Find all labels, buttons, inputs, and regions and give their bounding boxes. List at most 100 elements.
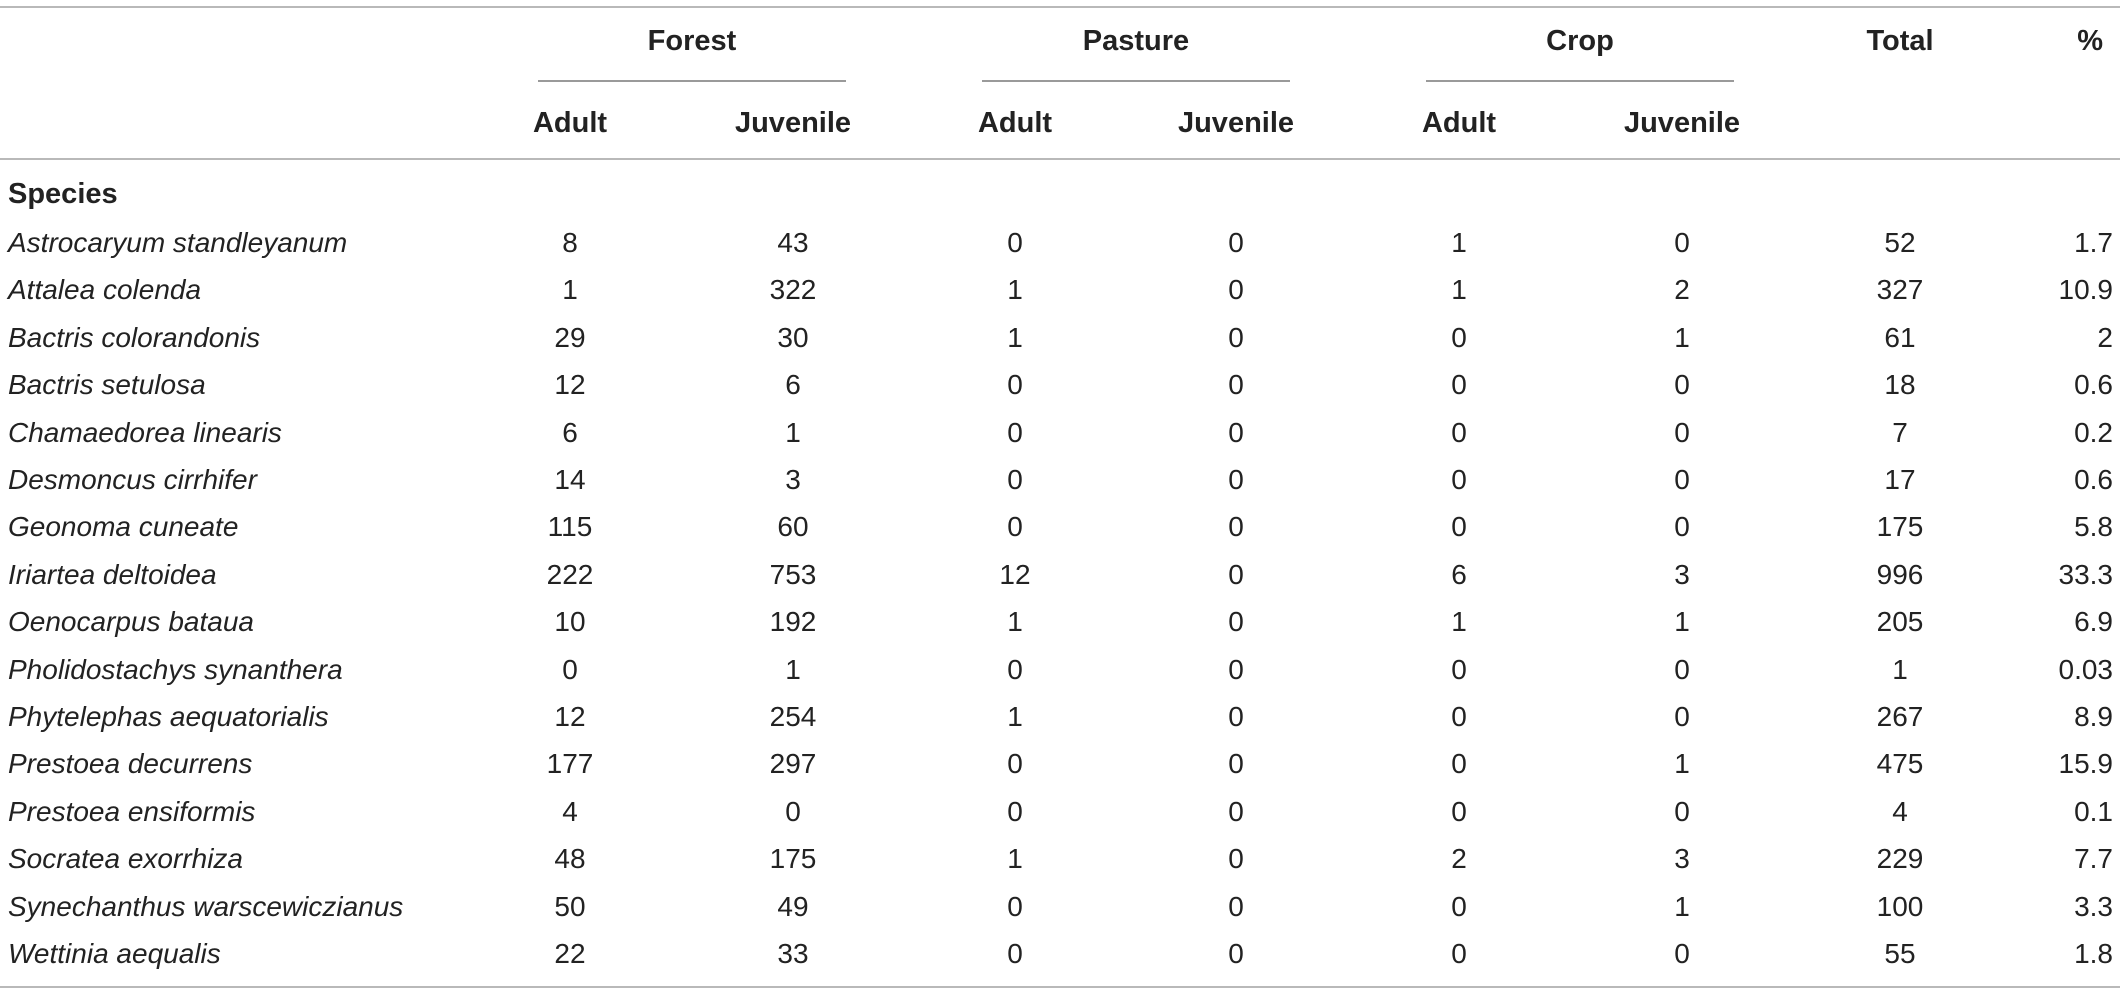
count-cell: 0 [1007, 795, 1023, 827]
count-cell: 12 [554, 701, 586, 732]
percent-cell: 0.2 [2074, 416, 2113, 448]
count-cell: 3 [785, 464, 801, 495]
percent-cell: 0.6 [2074, 369, 2113, 401]
crop-group-rule [1426, 80, 1734, 82]
pasture-group-rule [982, 80, 1290, 82]
count-cell: 0 [1228, 369, 1244, 401]
count-cell: 0 [1007, 227, 1023, 258]
count-cell: 0 [1007, 416, 1023, 448]
count-cell: 0 [1228, 890, 1244, 922]
count-cell: 43 [777, 227, 809, 258]
species-name-cell: Socratea exorrhiza [8, 843, 244, 875]
count-cell: 2 [1674, 274, 1690, 306]
count-cell: 4 [562, 795, 578, 827]
count-cell: 0 [1228, 416, 1244, 448]
count-cell: 0 [1228, 653, 1244, 685]
percent-cell: 10.9 [2058, 274, 2114, 306]
count-cell: 192 [769, 606, 817, 638]
count-cell: 175 [769, 843, 817, 875]
count-cell: 1 [1007, 701, 1023, 732]
count-cell: 0 [1228, 748, 1244, 780]
subheader-forest-adult: Adult [532, 107, 608, 139]
count-cell: 1 [1451, 606, 1467, 638]
total-cell: 475 [1876, 748, 1924, 780]
total-cell: 205 [1876, 606, 1924, 638]
count-cell: 49 [777, 890, 809, 922]
total-cell: 175 [1876, 511, 1924, 543]
count-cell: 1 [1007, 606, 1023, 638]
species-name-cell: Attalea colenda [8, 274, 202, 306]
count-cell: 10 [554, 606, 586, 638]
species-name-cell: Geonoma cuneate [8, 511, 239, 543]
count-cell: 1 [1007, 274, 1023, 306]
species-name-cell: Wettinia aequalis [8, 938, 221, 969]
table-row: Bactris colorandonis 29 30 1 0 0 1 61 2 [0, 314, 2120, 361]
percent-cell: 1.8 [2074, 938, 2113, 969]
percent-cell: 0.03 [2058, 653, 2114, 685]
species-name-cell: Pholidostachys synanthera [8, 653, 343, 685]
group-header-forest: Forest [647, 25, 737, 57]
count-cell: 297 [769, 748, 817, 780]
count-cell: 33 [777, 938, 809, 969]
count-cell: 0 [1674, 369, 1690, 401]
count-cell: 0 [1451, 748, 1467, 780]
count-cell: 6 [1451, 558, 1467, 590]
count-cell: 115 [547, 511, 593, 543]
count-cell: 0 [1674, 653, 1690, 685]
total-header: Total [1866, 25, 1934, 57]
subheader-pasture-juvenile: Juvenile [1177, 107, 1295, 139]
total-cell: 100 [1876, 890, 1924, 922]
table-row: Astrocaryum standleyanum 8 43 0 0 1 0 52 1.7 [0, 219, 2120, 266]
count-cell: 0 [1228, 511, 1244, 543]
count-cell: 0 [1007, 511, 1023, 543]
percent-cell: 6.9 [2074, 606, 2113, 638]
total-cell: 18 [1884, 369, 1916, 401]
total-cell: 1 [1892, 653, 1908, 685]
count-cell: 2 [1451, 843, 1467, 875]
count-cell: 0 [1451, 369, 1467, 401]
subheader-crop-juvenile: Juvenile [1623, 107, 1741, 139]
count-cell: 14 [554, 464, 586, 495]
group-header-crop: Crop [1546, 25, 1614, 57]
table-row: Geonoma cuneate 115 60 0 0 0 0 175 5.8 [0, 503, 2120, 550]
count-cell: 0 [1451, 938, 1467, 969]
count-cell: 1 [785, 416, 801, 448]
percent-cell: 0.1 [2074, 795, 2113, 827]
count-cell: 60 [777, 511, 809, 543]
count-cell: 0 [1228, 606, 1244, 638]
count-cell: 1 [562, 274, 578, 306]
count-cell: 322 [769, 274, 817, 306]
table-row: Desmoncus cirrhifer 14 3 0 0 0 0 17 0.6 [0, 456, 2120, 503]
count-cell: 8 [562, 227, 578, 258]
table-row: Oenocarpus bataua 10 192 1 0 1 1 205 6.9 [0, 598, 2120, 645]
count-cell: 0 [1674, 795, 1690, 827]
table-row: Synechanthus warscewiczianus 50 49 0 0 0 1 100 3… [0, 883, 2120, 930]
percent-cell: 5.8 [2074, 511, 2113, 543]
count-cell: 177 [546, 748, 594, 780]
percent-cell: 1.7 [2074, 227, 2113, 258]
count-cell: 0 [1007, 748, 1023, 780]
subheader-forest-juvenile: Juvenile [734, 107, 852, 139]
subheader-pasture-adult: Adult [977, 107, 1053, 139]
count-cell: 0 [1451, 511, 1467, 543]
table-row: Iriartea deltoidea 222 753 12 0 6 3 996 33.3 [0, 551, 2120, 598]
count-cell: 0 [1228, 843, 1244, 875]
count-cell: 0 [1228, 321, 1244, 353]
total-cell: 267 [1876, 701, 1924, 732]
species-name-cell: Bactris colorandonis [8, 321, 261, 353]
count-cell: 0 [1451, 321, 1467, 353]
count-cell: 1 [1007, 843, 1023, 875]
count-cell: 1 [1674, 748, 1690, 780]
table-row: Prestoea ensiformis 4 0 0 0 0 0 4 0.1 [0, 788, 2120, 835]
count-cell: 0 [1451, 464, 1467, 495]
count-cell: 222 [546, 558, 594, 590]
count-cell: 12 [999, 558, 1031, 590]
species-name-cell: Astrocaryum standleyanum [8, 227, 348, 258]
total-cell: 229 [1876, 843, 1924, 875]
total-cell: 996 [1876, 558, 1924, 590]
count-cell: 0 [1228, 464, 1244, 495]
count-cell: 0 [1674, 227, 1690, 258]
table-row: Pholidostachys synanthera 0 1 0 0 0 0 1 0.03 [0, 646, 2120, 693]
count-cell: 0 [1451, 416, 1467, 448]
